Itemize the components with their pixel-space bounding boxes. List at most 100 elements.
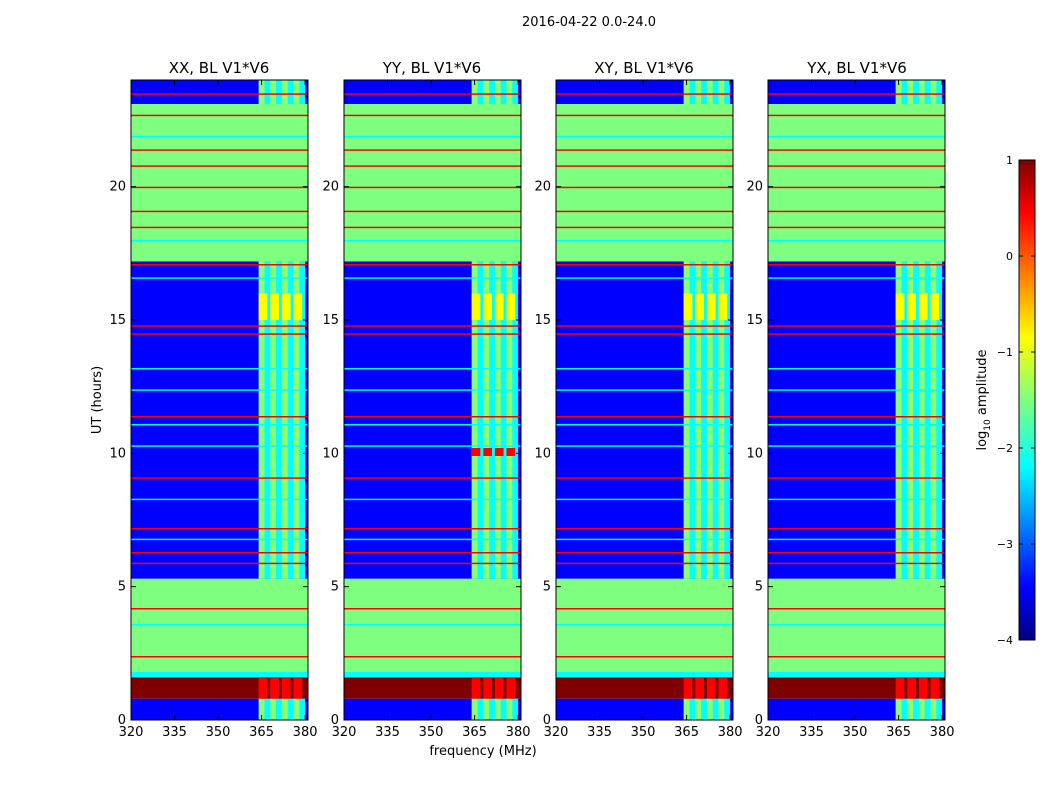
heatmap-line <box>768 136 945 138</box>
heatmap-line <box>131 498 308 501</box>
heatmap-bright-patch <box>471 677 481 699</box>
heatmap-rfi-line <box>131 608 308 610</box>
heatmap-line <box>556 136 733 138</box>
heatmap-bright-patch <box>930 677 940 699</box>
heatmap-line <box>768 389 945 391</box>
heatmap-line <box>344 240 521 242</box>
heatmap-freq-stripe <box>895 261 902 579</box>
heatmap-freq-stripe <box>258 261 265 579</box>
heatmap-bright-patch <box>293 677 303 699</box>
heatmap-line <box>768 277 945 279</box>
x-tick-label: 365 <box>674 725 699 740</box>
heatmap-freq-stripe <box>706 80 713 104</box>
colorbar-gradient <box>1018 159 1036 641</box>
heatmap-rfi-line <box>556 528 733 530</box>
panel-title: YX, BL V1*V6 <box>806 59 907 77</box>
heatmap-freq-stripe <box>494 261 501 579</box>
heatmap-freq-stripe <box>281 261 288 579</box>
heatmap-rfi-line <box>768 333 945 335</box>
heatmap-line <box>344 368 521 370</box>
heatmap-rfi-line <box>556 416 733 418</box>
heatmap-line <box>556 240 733 242</box>
colorbar-tick-label: −1 <box>997 346 1013 359</box>
heatmap-freq-stripe <box>718 80 725 104</box>
panel-title: XX, BL V1*V6 <box>169 59 270 77</box>
heatmap-freq-stripe <box>471 261 478 579</box>
heatmap-patch <box>483 293 492 320</box>
heatmap-rfi-line <box>344 562 521 565</box>
heatmap-line <box>131 624 308 626</box>
heatmap-rfi-line <box>556 333 733 335</box>
heatmap-freq-stripe <box>683 698 690 720</box>
heatmap-rfi-line <box>344 477 521 479</box>
y-tick-label: 15 <box>534 313 551 328</box>
heatmap-rfi-line <box>768 562 945 565</box>
heatmap-bright-patch <box>471 448 481 456</box>
heatmap-rfi-line <box>768 416 945 418</box>
heatmap-freq-stripe <box>483 80 490 104</box>
heatmap-rfi-line <box>344 226 521 229</box>
panel-xy: XY, BL V1*V6 320 335 350 365 380 0 5 10 15 20 <box>534 59 742 740</box>
heatmap-freq-stripe <box>483 261 490 579</box>
x-tick-label: 380 <box>506 725 531 740</box>
heatmap-rfi-line <box>768 93 945 95</box>
heatmap-rfi-line <box>344 93 521 95</box>
heatmap-patch <box>695 293 704 320</box>
heatmap-bright-patch <box>483 677 492 699</box>
heatmap-bright-patch <box>706 677 716 699</box>
heatmap-rfi-line <box>556 114 733 117</box>
heatmap-band-bright <box>344 677 521 699</box>
heatmap-rfi-line <box>768 149 945 151</box>
x-tick-label: 350 <box>206 725 231 740</box>
x-tick-label: 380 <box>930 725 955 740</box>
heatmap-freq-stripe <box>293 261 300 579</box>
heatmap-line <box>556 389 733 391</box>
heatmap-rfi-line <box>556 608 733 610</box>
heatmap-rfi-line <box>768 114 945 117</box>
heatmap-rfi-line <box>344 264 521 266</box>
y-tick-label: 0 <box>118 713 126 728</box>
heatmap-rfi-line <box>131 562 308 565</box>
heatmap-rfi-line <box>131 656 308 658</box>
heatmap-rfi-line <box>768 210 945 213</box>
heatmap-freq-stripe <box>718 698 725 720</box>
heatmap-band-flagged <box>131 104 308 262</box>
heatmap-freq-stripe <box>258 80 265 104</box>
heatmap-bright-patch <box>683 677 693 699</box>
panel-title: YY, BL V1*V6 <box>382 59 481 77</box>
colorbar-tick-label: −4 <box>997 634 1013 647</box>
heatmap-rfi-line <box>344 528 521 530</box>
heatmap-rfi-line <box>556 552 733 554</box>
heatmap-rfi-line <box>768 608 945 610</box>
heatmap-freq-stripe <box>471 80 478 104</box>
y-tick-label: 15 <box>322 313 339 328</box>
heatmap-rfi-line <box>344 608 521 610</box>
heatmap-rfi-line <box>556 165 733 167</box>
heatmap-line <box>344 136 521 138</box>
y-tick-label: 20 <box>322 180 339 195</box>
heatmap-rfi-line <box>556 149 733 151</box>
y-tick-label: 5 <box>331 580 339 595</box>
heatmap-freq-stripe <box>281 80 288 104</box>
heatmap-patch <box>471 293 481 320</box>
heatmap-line <box>131 277 308 279</box>
heatmap-band-flagged <box>344 104 521 262</box>
heatmap-rfi-line <box>556 264 733 266</box>
heatmap-line <box>344 498 521 501</box>
heatmap-bright-patch <box>281 677 291 699</box>
y-tick-label: 15 <box>746 313 763 328</box>
heatmap-bright-patch <box>718 677 728 699</box>
heatmap-freq-stripe <box>918 261 925 579</box>
heatmap-patch <box>258 293 268 320</box>
x-tick-label: 380 <box>293 725 318 740</box>
heatmap-line <box>556 368 733 370</box>
heatmap-freq-stripe <box>506 261 513 579</box>
heatmap-freq-stripe <box>930 80 937 104</box>
heatmap-rfi-line <box>344 325 521 327</box>
x-tick-label: 320 <box>756 725 781 740</box>
heatmap-line <box>556 538 733 541</box>
heatmap-freq-stripe <box>281 698 288 720</box>
heatmap-freq-stripe <box>506 80 513 104</box>
heatmap-rfi-line <box>556 325 733 327</box>
heatmap-freq-stripe <box>258 698 265 720</box>
